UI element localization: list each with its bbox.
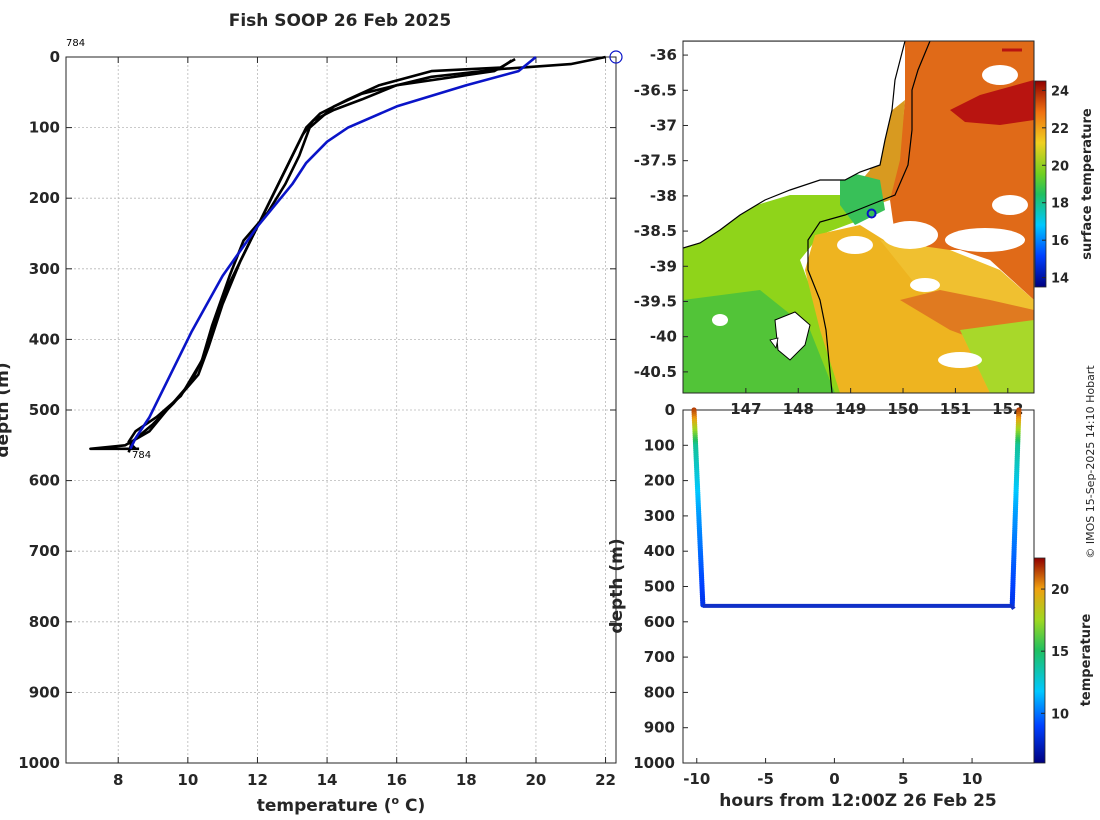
y-tick-label: 200 bbox=[29, 189, 60, 207]
sst-colorbar-ticks: 24 22 20 18 16 14 bbox=[1042, 84, 1069, 287]
map-lon-label: 148 bbox=[783, 400, 814, 418]
temperature-colorbar-ticks: 20 15 10 bbox=[1041, 583, 1069, 722]
map-lon-label: 150 bbox=[887, 400, 918, 418]
profile-x-label: temperature (o C) bbox=[257, 794, 426, 816]
map-lat-label: -39.5 bbox=[634, 292, 677, 310]
section-x-label-tick: 10 bbox=[962, 770, 983, 788]
section-y-label-tick: 500 bbox=[644, 578, 675, 596]
map-lat-label: -38.5 bbox=[634, 222, 677, 240]
map-lon-label: 147 bbox=[730, 400, 761, 418]
profile-axes-box bbox=[65, 56, 617, 764]
section-x-label-tick: -10 bbox=[683, 770, 710, 788]
t-cb-label: 20 bbox=[1051, 583, 1069, 598]
sst-cb-label: 24 bbox=[1051, 84, 1069, 99]
section-y-label: depth (m) bbox=[607, 538, 627, 633]
sst-cb-label: 14 bbox=[1051, 272, 1069, 287]
map-axes-box bbox=[682, 40, 1035, 394]
profile-ticks: 8 10 12 14 16 18 20 22 0 100 200 300 400 500 600 700 800… bbox=[18, 48, 616, 789]
section-x-label-tick: -5 bbox=[757, 770, 774, 788]
bottom-cast-label: 784 bbox=[132, 450, 151, 461]
y-tick-label: 800 bbox=[29, 613, 60, 631]
x-tick-label: 8 bbox=[113, 771, 123, 789]
chart-title: Fish SOOP 26 Feb 2025 bbox=[229, 11, 452, 31]
sst-field bbox=[683, 41, 1034, 393]
map-lon-label: 152 bbox=[992, 400, 1023, 418]
temperature-colorbar bbox=[1033, 557, 1046, 764]
map-lon-label: 149 bbox=[835, 400, 866, 418]
profile-line-cast-a bbox=[89, 59, 513, 451]
profile-series bbox=[89, 50, 623, 453]
profile-line-cast-blue bbox=[129, 55, 537, 450]
sst-cb-label: 20 bbox=[1051, 159, 1069, 174]
sst-colorbar bbox=[1034, 80, 1047, 288]
section-y-label-tick: 900 bbox=[644, 719, 675, 737]
y-tick-label: 600 bbox=[29, 472, 60, 490]
station-marker bbox=[866, 208, 877, 219]
y-tick-label: 300 bbox=[29, 260, 60, 278]
section-y-label-tick: 0 bbox=[665, 401, 675, 419]
temperature-colorbar-label: temperature bbox=[1079, 614, 1094, 707]
map-lat-label: -36 bbox=[650, 46, 677, 64]
profile-y-label: depth (m) bbox=[0, 362, 13, 457]
sst-map: -36 -36.5 -37 -37.5 -38 -38.5 -39 -39.5 -40 -40.5… bbox=[634, 40, 1095, 418]
profile-grid bbox=[66, 57, 616, 763]
t-cb-label: 15 bbox=[1051, 645, 1069, 660]
map-lat-label: -36.5 bbox=[634, 81, 677, 99]
map-lat-label: -39 bbox=[650, 257, 677, 275]
x-tick-label: 12 bbox=[247, 771, 268, 789]
map-lat-label: -40 bbox=[650, 328, 677, 346]
section-y-label-tick: 200 bbox=[644, 472, 675, 490]
map-lat-label: -40.5 bbox=[634, 363, 677, 381]
section-y-label-tick: 300 bbox=[644, 507, 675, 525]
sst-cb-label: 22 bbox=[1051, 122, 1069, 137]
bottom-track-end bbox=[1010, 604, 1016, 611]
x-tick-label: 16 bbox=[386, 771, 407, 789]
section-x-label-tick: 0 bbox=[829, 770, 839, 788]
t-cb-label: 10 bbox=[1051, 707, 1069, 722]
section-data bbox=[691, 407, 1022, 611]
credit-text: © IMOS 15-Sep-2025 14:10 Hobart bbox=[1084, 365, 1097, 559]
y-tick-label: 700 bbox=[29, 542, 60, 560]
section-y-label-tick: 400 bbox=[644, 542, 675, 560]
section-y-label-tick: 700 bbox=[644, 648, 675, 666]
sst-cb-label: 18 bbox=[1051, 197, 1069, 212]
section-y-label-tick: 800 bbox=[644, 683, 675, 701]
section-y-label-tick: 1000 bbox=[633, 754, 675, 772]
section-y-label-tick: 100 bbox=[644, 436, 675, 454]
x-tick-label: 22 bbox=[595, 771, 616, 789]
section-x-label: hours from 12:00Z 26 Feb 25 bbox=[719, 791, 997, 811]
x-tick-label: 10 bbox=[177, 771, 198, 789]
surface-marker bbox=[609, 50, 623, 64]
y-tick-label: 400 bbox=[29, 330, 60, 348]
map-lon-label: 151 bbox=[940, 400, 971, 418]
x-tick-label: 14 bbox=[317, 771, 338, 789]
y-tick-label: 900 bbox=[29, 683, 60, 701]
section-ticks: 0 100 200 300 400 500 600 700 800 900 1000 -10 -5 0 5 1… bbox=[633, 401, 982, 788]
map-ticks: -36 -36.5 -37 -37.5 -38 -38.5 -39 -39.5 -40 -40.5… bbox=[634, 46, 1024, 418]
map-lat-label: -38 bbox=[650, 187, 677, 205]
x-tick-label: 18 bbox=[456, 771, 477, 789]
top-cast-label: 784 bbox=[66, 38, 85, 49]
section-axes-box bbox=[682, 409, 1035, 764]
depth-time-section-chart: 0 100 200 300 400 500 600 700 800 900 1000 -10 -5 0 5 1… bbox=[607, 401, 1094, 811]
temperature-depth-profile-chart: Fish SOOP 26 Feb 2025 8 10 12 14 16 18 20 22 0 10… bbox=[0, 11, 623, 816]
map-lat-label: -37 bbox=[650, 116, 677, 134]
section-x-label-tick: 5 bbox=[898, 770, 908, 788]
y-tick-label: 1000 bbox=[18, 754, 60, 772]
sst-cb-label: 16 bbox=[1051, 234, 1069, 249]
profile-line-cast-c bbox=[127, 55, 606, 450]
section-y-label-tick: 600 bbox=[644, 613, 675, 631]
map-lat-label: -37.5 bbox=[634, 152, 677, 170]
y-tick-label: 500 bbox=[29, 401, 60, 419]
x-tick-label: 20 bbox=[525, 771, 546, 789]
y-tick-label: 100 bbox=[29, 119, 60, 137]
y-tick-label: 0 bbox=[50, 48, 60, 66]
sst-colorbar-label: surface temperature bbox=[1080, 108, 1095, 260]
